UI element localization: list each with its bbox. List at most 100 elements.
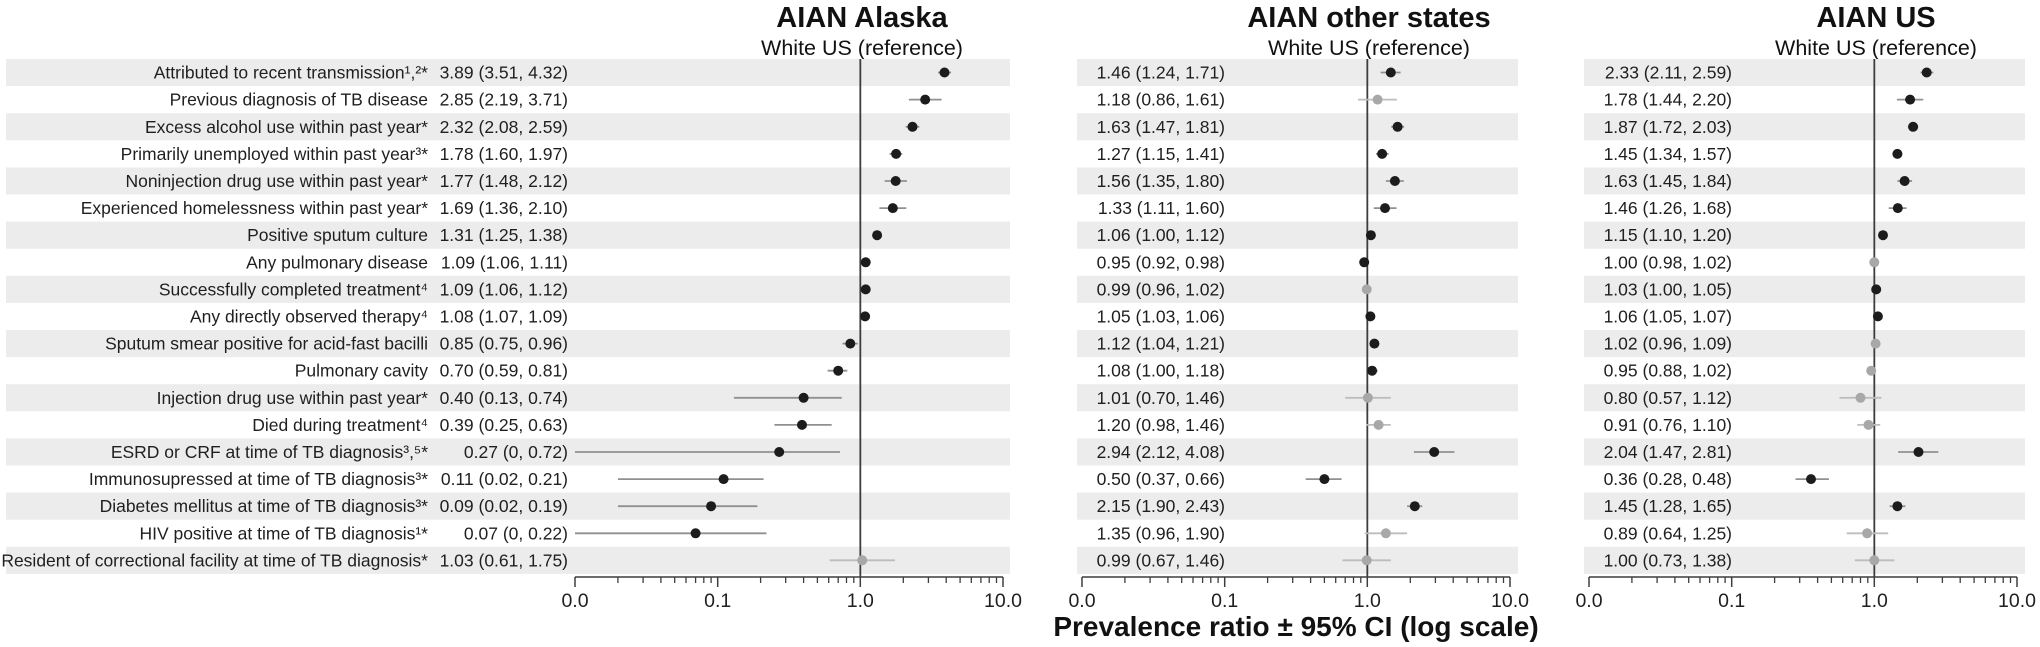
estimate-text: 1.12 (1.04, 1.21) <box>1097 334 1225 354</box>
estimate-text: 0.39 (0.25, 0.63) <box>440 415 568 435</box>
point-estimate <box>1369 338 1380 349</box>
x-axis-label: Prevalence ratio ± 95% CI (log scale) <box>1053 611 1539 642</box>
row-band <box>1584 492 2025 520</box>
row-band <box>1584 330 2025 358</box>
row-band <box>1077 546 1518 574</box>
point-estimate <box>860 311 871 322</box>
row-band <box>1077 275 1518 303</box>
estimate-text: 0.99 (0.67, 1.46) <box>1097 550 1225 570</box>
point-estimate <box>860 257 871 268</box>
estimate-text: 0.09 (0.02, 0.19) <box>440 496 568 516</box>
estimate-text: 1.78 (1.60, 1.97) <box>440 144 568 164</box>
point-estimate <box>1377 148 1388 159</box>
row-band <box>1584 384 2025 412</box>
point-estimate <box>920 94 931 105</box>
estimate-text: 0.95 (0.92, 0.98) <box>1097 252 1225 272</box>
point-estimate <box>1365 230 1376 241</box>
panel-subtitle-reference-3: White US (reference) <box>1775 36 1977 60</box>
point-estimate <box>872 230 883 241</box>
row-band <box>1584 221 2025 249</box>
row-band <box>6 167 1010 195</box>
point-estimate <box>890 176 901 186</box>
point-estimate <box>1869 555 1880 566</box>
row-band <box>1077 384 1518 412</box>
estimate-text: 1.20 (0.98, 1.46) <box>1097 415 1225 435</box>
estimate-text: 2.94 (2.12, 4.08) <box>1097 442 1225 462</box>
point-estimate <box>1361 284 1372 295</box>
row-label: ESRD or CRF at time of TB diagnosis³,⁵* <box>111 442 428 462</box>
estimate-text: 1.09 (1.06, 1.12) <box>440 279 568 299</box>
estimate-text: 1.03 (0.61, 1.75) <box>440 550 568 570</box>
estimate-text: 1.46 (1.26, 1.68) <box>1604 198 1732 218</box>
x-tick-label: 10.0 <box>984 590 1022 612</box>
estimate-text: 1.05 (1.03, 1.06) <box>1097 306 1225 326</box>
point-estimate <box>891 148 902 159</box>
row-label: Experienced homelessness within past yea… <box>81 198 428 218</box>
x-tick-label: 0.0 <box>1068 590 1095 612</box>
x-tick-label: 10.0 <box>1491 590 1529 612</box>
x-tick-label: 1.0 <box>847 590 874 612</box>
row-label: Any pulmonary disease <box>246 252 428 272</box>
row-band <box>1077 59 1518 87</box>
row-label: Successfully completed treatment⁴ <box>159 279 428 299</box>
estimate-text: 1.33 (1.11, 1.60) <box>1098 198 1225 218</box>
point-estimate <box>1806 474 1816 485</box>
point-estimate <box>1892 501 1903 512</box>
row-band <box>1077 167 1518 195</box>
x-tick-label: 0.0 <box>1575 590 1602 612</box>
panel-title-aian-alaska: AIAN Alaska <box>776 2 948 34</box>
estimate-text: 0.36 (0.28, 0.48) <box>1604 469 1732 489</box>
estimate-text: 0.27 (0, 0.72) <box>464 442 568 462</box>
point-estimate <box>774 447 785 457</box>
estimate-text: 0.70 (0.59, 0.81) <box>440 361 568 381</box>
estimate-text: 1.45 (1.28, 1.65) <box>1604 496 1732 516</box>
point-estimate <box>1385 67 1396 78</box>
point-estimate <box>798 392 809 403</box>
estimate-text: 0.89 (0.64, 1.25) <box>1604 523 1732 543</box>
estimate-text: 0.11 (0.02, 0.21) <box>441 469 568 489</box>
row-label: Diabetes mellitus at time of TB diagnosi… <box>100 496 429 516</box>
x-tick-label: 0.0 <box>561 590 588 612</box>
panel-title-aian-us: AIAN US <box>1816 2 1936 34</box>
x-tick-label: 0.1 <box>1211 590 1238 612</box>
row-label: HIV positive at time of TB diagnosis¹* <box>139 523 428 543</box>
estimate-text: 1.27 (1.15, 1.41) <box>1097 144 1225 164</box>
point-estimate <box>857 555 868 566</box>
estimate-text: 1.45 (1.34, 1.57) <box>1604 144 1732 164</box>
estimate-text: 1.69 (1.36, 2.10) <box>440 198 568 218</box>
estimate-text: 1.08 (1.07, 1.09) <box>440 306 568 326</box>
x-tick-label: 0.1 <box>1718 590 1745 612</box>
point-estimate <box>1392 121 1403 132</box>
row-band <box>6 275 1010 303</box>
panel-subtitle-reference-1: White US (reference) <box>761 36 963 60</box>
estimate-text: 1.08 (1.00, 1.18) <box>1097 361 1225 381</box>
estimate-text: 1.46 (1.24, 1.71) <box>1097 63 1225 83</box>
estimate-text: 1.77 (1.48, 2.12) <box>440 171 568 191</box>
point-estimate <box>706 501 717 512</box>
estimate-text: 0.80 (0.57, 1.12) <box>1604 388 1732 408</box>
point-estimate <box>1319 474 1330 485</box>
estimate-text: 0.40 (0.13, 0.74) <box>440 388 568 408</box>
estimate-text: 1.35 (0.96, 1.90) <box>1097 523 1225 543</box>
row-band <box>1584 275 2025 303</box>
point-estimate <box>797 419 807 430</box>
row-label: Pulmonary cavity <box>295 361 428 381</box>
row-label: Sputum smear positive for acid-fast baci… <box>105 334 428 354</box>
x-tick-label: 0.1 <box>704 590 731 612</box>
row-band <box>1077 330 1518 358</box>
estimate-text: 2.85 (2.19, 3.71) <box>440 90 568 110</box>
estimate-text: 2.32 (2.08, 2.59) <box>440 117 568 137</box>
row-band <box>1584 167 2025 195</box>
row-band <box>6 438 1010 466</box>
panel-title-aian-other-states: AIAN other states <box>1247 2 1491 34</box>
row-band <box>1584 438 2025 466</box>
estimate-text: 1.87 (1.72, 2.03) <box>1604 117 1732 137</box>
point-estimate <box>1921 67 1932 78</box>
estimate-text: 0.99 (0.96, 1.02) <box>1097 279 1225 299</box>
estimate-text: 1.06 (1.05, 1.07) <box>1604 306 1732 326</box>
point-estimate <box>1372 94 1383 105</box>
estimate-text: 0.91 (0.76, 1.10) <box>1604 415 1732 435</box>
row-label: Immunosupressed at time of TB diagnosis³… <box>89 469 428 489</box>
point-estimate <box>1871 284 1882 295</box>
point-estimate <box>1429 447 1440 457</box>
